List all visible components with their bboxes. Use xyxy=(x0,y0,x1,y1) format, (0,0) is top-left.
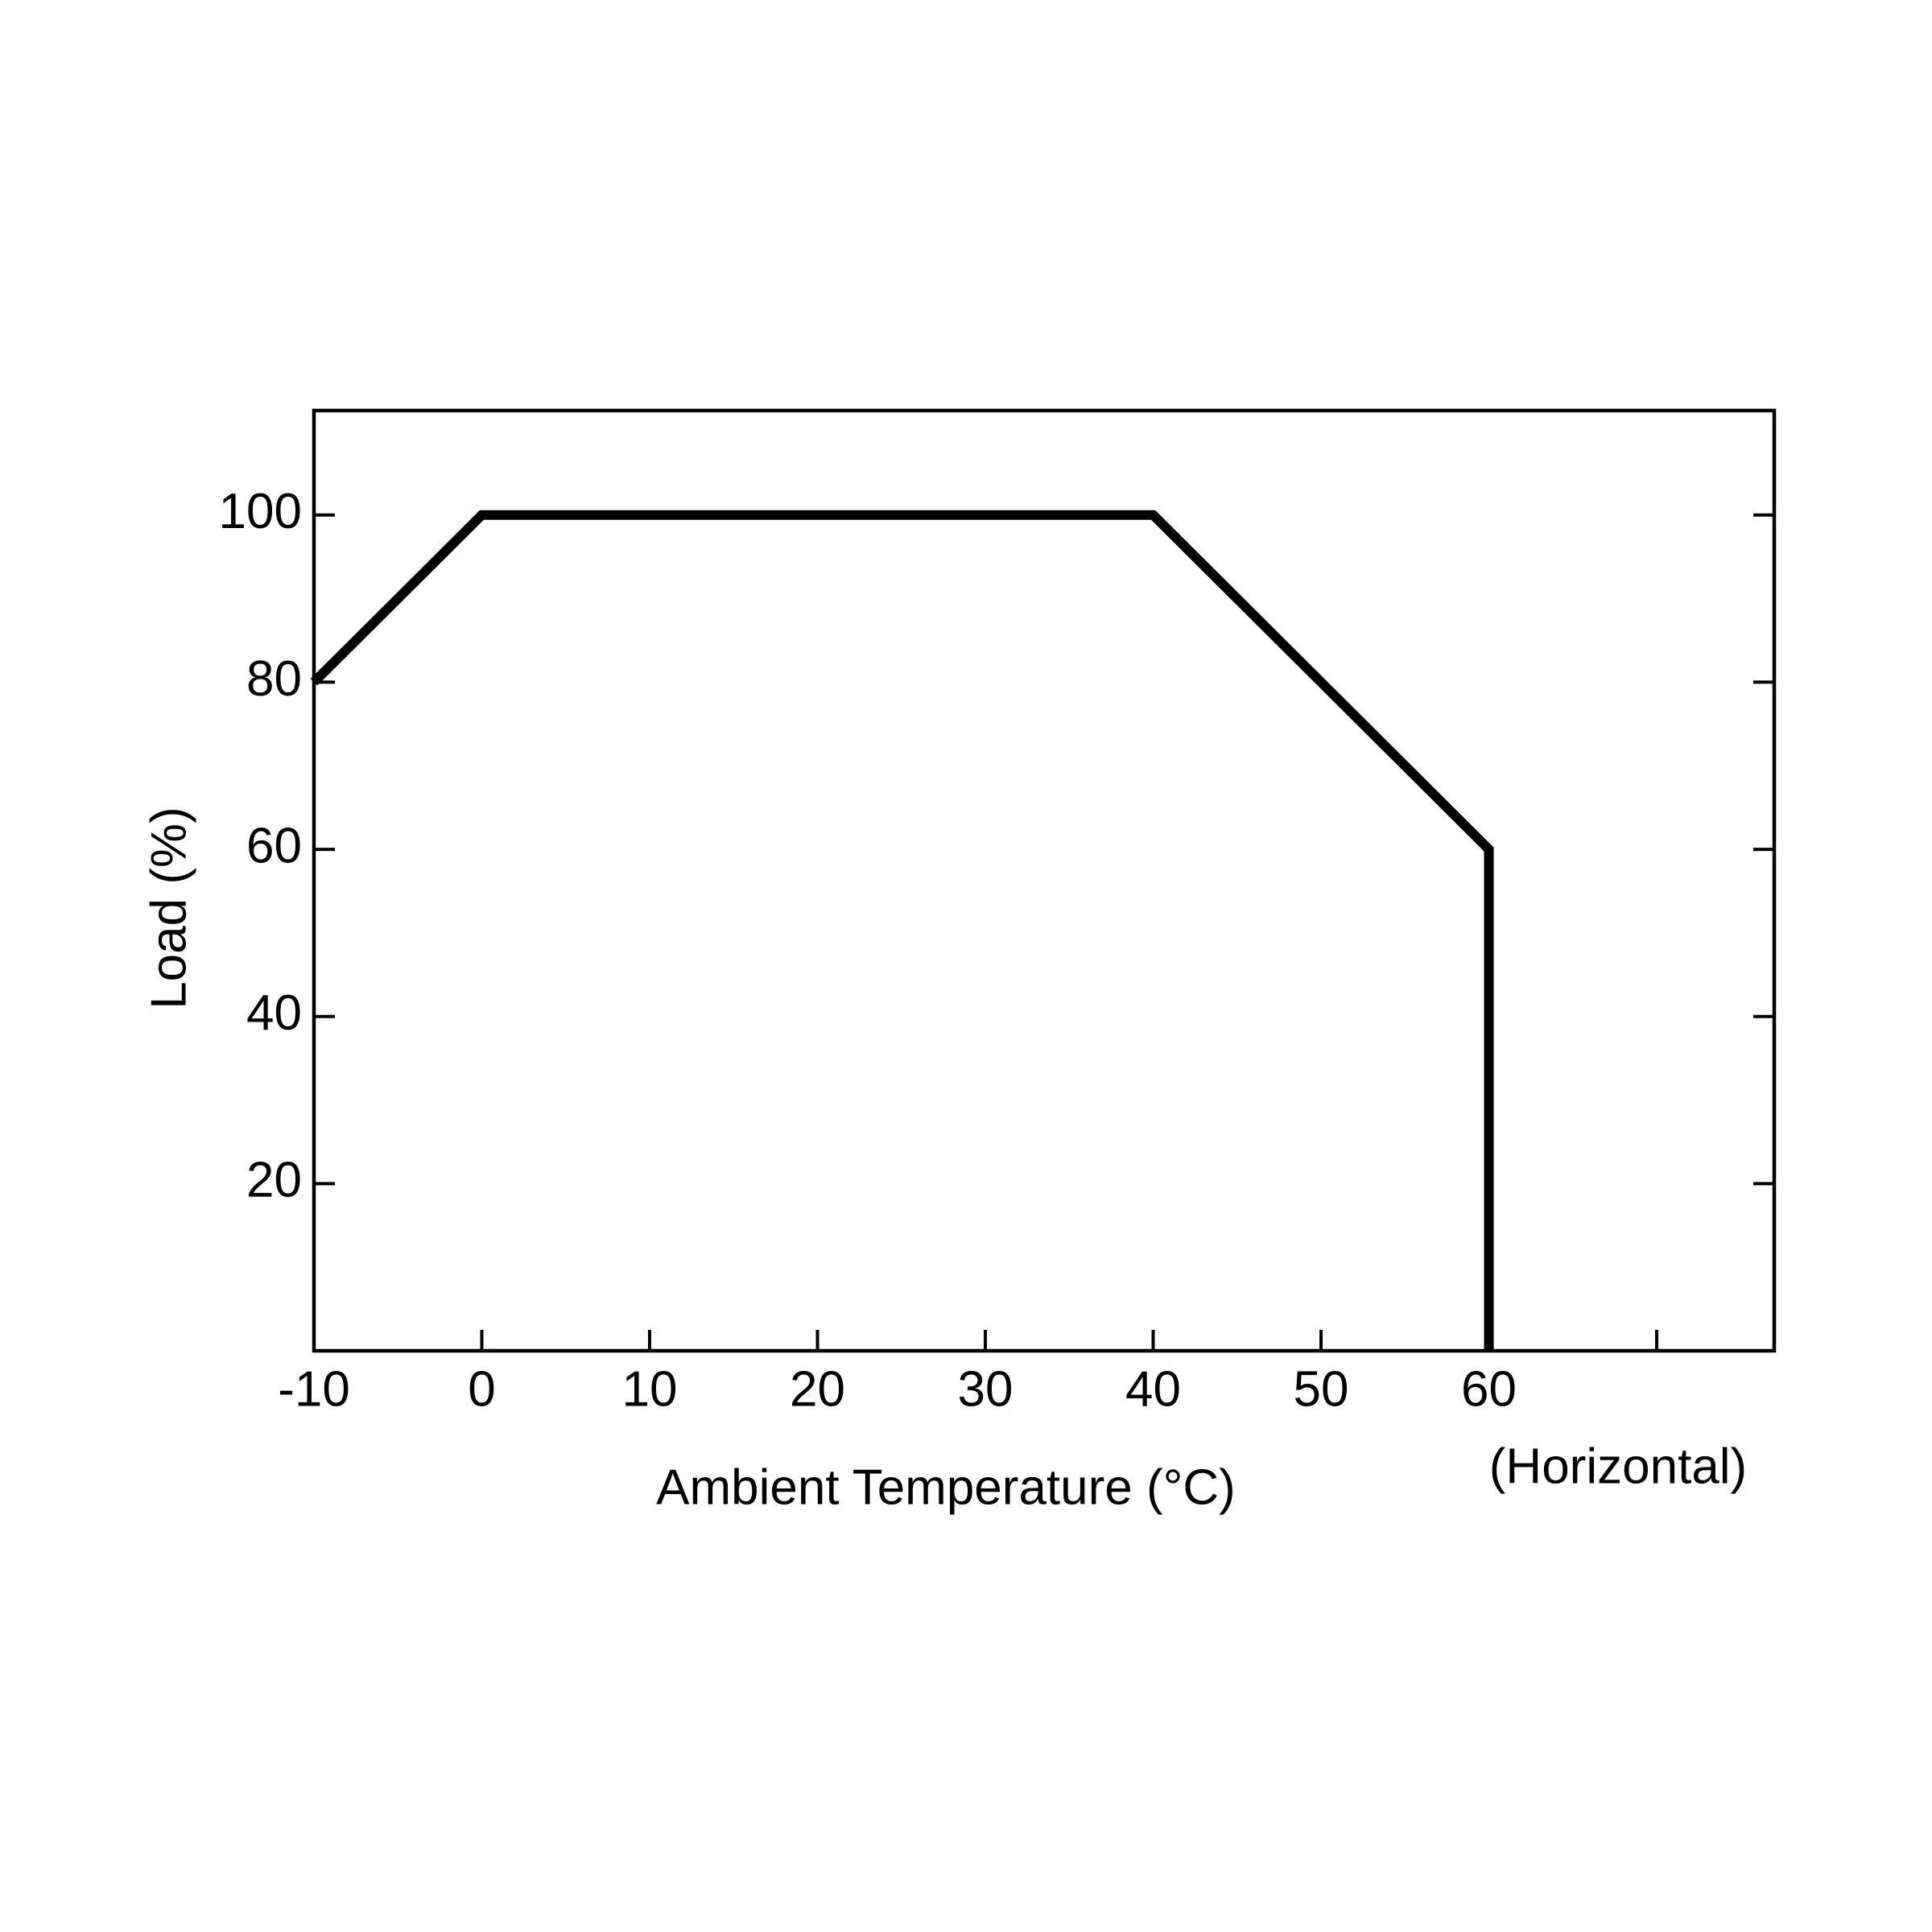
x-tick-label: 0 xyxy=(468,1361,495,1417)
x-tick-label: 40 xyxy=(1125,1361,1181,1417)
y-tick-label: 80 xyxy=(246,651,302,707)
annotation: (Horizontal) xyxy=(1489,1439,1747,1494)
x-tick-label: 50 xyxy=(1294,1361,1349,1417)
y-tick-label: 20 xyxy=(246,1153,302,1208)
x-tick-label: 60 xyxy=(1461,1361,1517,1417)
y-axis-label: Load (%) xyxy=(141,807,196,1009)
x-tick-label: 20 xyxy=(790,1361,845,1417)
x-tick-label: 10 xyxy=(622,1361,678,1417)
data-line xyxy=(310,510,1494,1351)
plot-frame xyxy=(312,408,1777,1353)
y-tick-label: 40 xyxy=(246,985,302,1041)
y-tick-label: 100 xyxy=(219,484,302,539)
x-tick-label: 30 xyxy=(958,1361,1013,1417)
y-tick-label: 60 xyxy=(246,818,302,873)
x-axis-label: Ambient Temperature (°C) xyxy=(656,1459,1236,1515)
x-tick-label: -10 xyxy=(278,1361,350,1417)
